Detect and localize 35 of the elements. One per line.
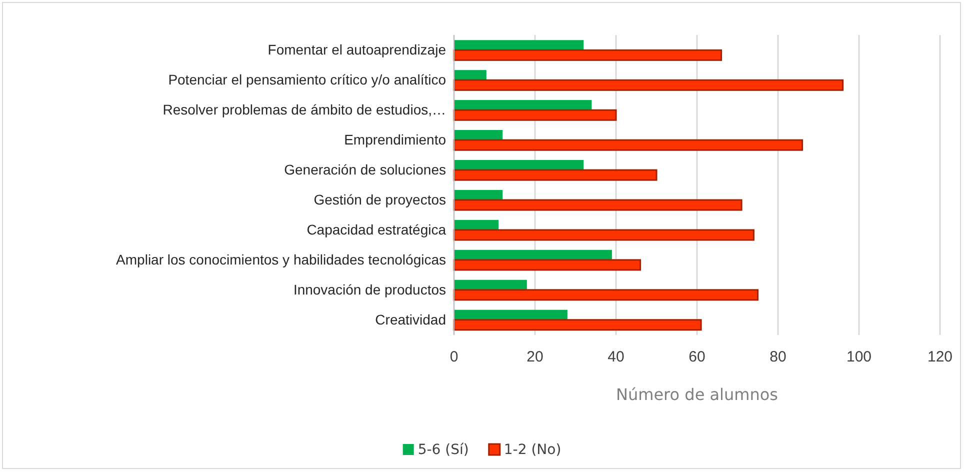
bar bbox=[453, 139, 804, 151]
bar bbox=[453, 49, 722, 61]
x-tick-label: 100 bbox=[846, 348, 872, 366]
legend-label: 1-2 (No) bbox=[504, 442, 562, 458]
x-tick-label: 40 bbox=[608, 348, 624, 366]
x-tick-label: 60 bbox=[688, 348, 706, 366]
x-tick-label: 0 bbox=[450, 348, 458, 366]
bar bbox=[453, 169, 658, 181]
x-axis-title: Número de alumnos bbox=[616, 385, 778, 404]
y-tick-label: Emprendimiento bbox=[344, 132, 446, 148]
bar bbox=[454, 130, 503, 140]
y-tick-label: Innovación de productos bbox=[293, 281, 446, 298]
bar bbox=[453, 259, 642, 271]
bar bbox=[454, 40, 584, 50]
y-tick-label: Ampliar los conocimientos y habilidades tecnológicas bbox=[116, 251, 446, 268]
bar bbox=[453, 109, 617, 121]
y-tick-label: Potenciar el pensamiento crítico y/o analítico bbox=[168, 72, 446, 88]
y-tick-label: Gestión de proyectos bbox=[314, 191, 446, 208]
y-tick-label: Generación de soluciones bbox=[284, 161, 446, 178]
bar bbox=[453, 289, 758, 301]
bar bbox=[453, 199, 742, 211]
bar bbox=[453, 319, 702, 331]
y-tick-label: Resolver problemas de ámbito de estudios,… bbox=[162, 102, 446, 118]
bar bbox=[454, 70, 486, 80]
x-tick-label: 80 bbox=[770, 348, 786, 366]
x-tick-label: 20 bbox=[526, 348, 544, 366]
x-tick-label: 120 bbox=[927, 348, 953, 366]
y-tick-label: Capacidad estratégica bbox=[306, 221, 446, 238]
bar bbox=[453, 79, 844, 91]
legend-label: 5-6 (Sí) bbox=[418, 442, 469, 458]
bar bbox=[454, 160, 584, 170]
y-tick-label: Creatividad bbox=[375, 311, 446, 328]
bar bbox=[454, 100, 592, 110]
bar bbox=[453, 229, 754, 241]
y-tick-label: Fomentar el autoaprendizaje bbox=[268, 42, 446, 58]
